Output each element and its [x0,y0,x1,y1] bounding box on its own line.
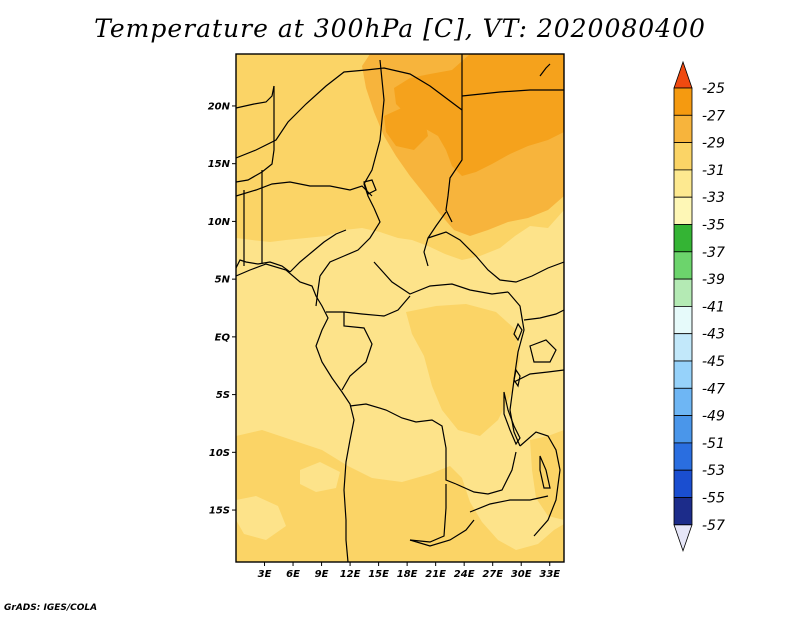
lake-albert [513,322,523,342]
colorbar-swatch [673,497,693,526]
colorbar-swatch [673,469,693,498]
colorbar-label: -29 [702,136,725,152]
lat-tick-label: 10S [209,448,230,459]
coastline-west [236,263,355,562]
lon-tick-label: 18E [397,569,418,580]
border-egypt-sudan [461,89,564,97]
colorbar-label: -33 [702,190,725,206]
red-sea-coast [539,63,551,77]
lake-chad [363,179,377,195]
colorbar-label: -39 [702,272,725,288]
border-mali [236,86,275,183]
colorbar-swatch [673,196,693,225]
colorbar-swatch [673,387,693,416]
map-title: Temperature at 300hPa [C], VT: 202008040… [94,14,706,43]
border-libya-sudan [445,54,463,223]
border-car-drc [373,261,509,295]
latitude-axis: 20N 15N 10N 5N EQ 5S 10S 15S [208,101,236,517]
colorbar-swatch [673,251,693,280]
border-uganda-kenya [523,309,564,321]
colorbar-label: -51 [702,436,725,452]
contour-fill-33-south-island [300,462,340,492]
contour-fill-27 [394,54,564,176]
border-congo-drc [343,295,411,317]
colorbar-bottom-arrow [673,524,693,553]
lon-tick-label: 33E [539,569,560,580]
border-tanzania [513,369,564,383]
lat-tick-label: 15N [208,159,231,170]
border-car-cameroon [315,275,321,307]
colorbar-swatch [673,142,693,171]
colorbar-swatch [673,224,693,253]
colorbar-label: -31 [702,163,725,179]
coastline-gulf [236,259,291,273]
colorbar-label: -37 [702,245,725,261]
colorbar-label: -27 [702,108,725,124]
colorbar-swatch [673,87,693,116]
lat-tick-label: 10N [208,217,231,228]
colorbar-label: -35 [702,218,725,234]
border-niger-nigeria [236,181,373,197]
border-algeria-niger [236,85,275,109]
border-niger-chad [363,59,385,209]
border-namibia [409,519,475,547]
lon-tick-label: 6E [286,569,300,580]
map-frame [235,53,565,563]
border-congo-gabon [326,311,373,391]
colorbar-label: -53 [702,463,725,479]
contour-fill-31-center [406,304,520,436]
lat-tick-label: 15S [209,506,230,517]
lon-tick-label: 9E [315,569,329,580]
colorbar-swatch [673,360,693,389]
lat-tick-label: 5N [215,275,231,286]
border-drc-zambia [455,451,517,495]
lon-tick-label: 21E [425,569,446,580]
colorbar-swatch [673,333,693,362]
lon-tick-label: 24E [454,569,475,580]
border-zimbabwe [469,495,549,513]
longitude-axis: 3E 6E 9E 12E 15E 18E 21E 24E 27E 30E 33E [258,562,560,580]
border-drc-east [507,291,525,447]
colorbar-swatch [673,278,693,307]
border-chad-car [319,207,381,277]
lon-tick-label: 3E [258,569,272,580]
lake-kivu [513,368,521,388]
credit-text: GrADS: IGES/COLA [4,603,98,613]
border-sudan-south [427,231,564,283]
lake-tanganyika [503,391,521,446]
colorbar: -25 -27 -29 -31 -33 -35 -37 -39 -41 -43 -45 -47 -49 -… [673,60,725,553]
lon-tick-label: 15E [368,569,389,580]
lon-tick-label: 27E [482,569,503,580]
colorbar-label: -57 [702,518,725,534]
colorbar-label: -25 [702,81,725,97]
lake-malawi [539,455,551,489]
lat-tick-label: 20N [208,101,231,112]
country-borders [236,54,564,562]
border-drc-angola [349,403,457,485]
colorbar-swatch [673,114,693,144]
colorbar-swatch [673,442,693,471]
lat-tick-label: EQ [215,332,231,343]
contour-fill-27-patch [384,106,428,150]
lon-tick-label: 12E [340,569,361,580]
colorbar-label: -43 [702,327,725,343]
lon-tick-label: 30E [511,569,532,580]
colorbar-label: -45 [702,354,725,370]
border-mozambique [519,431,561,537]
contour-fill-33-south-island-2 [236,496,286,540]
colorbar-swatch [673,305,693,335]
colorbar-top-arrow [673,60,693,89]
colorbar-label: -41 [702,299,725,315]
lake-victoria [529,339,557,363]
colorbar-swatch [673,169,693,198]
colorbar-label: -49 [702,409,725,425]
border-cameroon-nigeria [289,229,347,273]
colorbar-label: -47 [702,381,725,397]
border-mali-niger [236,67,463,159]
border-angola-zambia [409,484,447,543]
colorbar-label: -55 [702,491,725,507]
lat-tick-label: 5S [216,390,230,401]
colorbar-swatch [673,415,693,444]
